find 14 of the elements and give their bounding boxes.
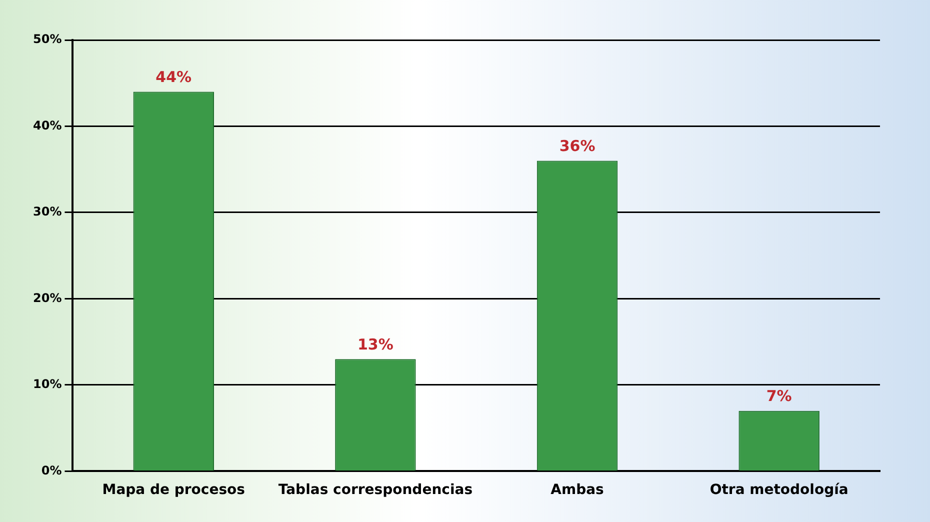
x-tick-label: Mapa de procesos — [102, 482, 245, 498]
y-tick-label: 0% — [41, 463, 62, 478]
x-tick-label: Otra metodología — [710, 482, 848, 498]
x-tick-label: Ambas — [550, 482, 604, 498]
x-tick-label: Tablas correspondencias — [278, 482, 473, 498]
y-tick-label: 40% — [32, 118, 62, 132]
data-label: 7% — [766, 387, 792, 406]
y-tick-label: 10% — [32, 377, 62, 392]
y-tick-label: 50% — [32, 32, 62, 46]
data-label: 36% — [559, 137, 596, 156]
data-label: 44% — [156, 68, 192, 86]
y-tick-label: 20% — [32, 290, 62, 305]
y-tick-label: 30% — [32, 204, 62, 219]
data-label: 13% — [358, 335, 394, 354]
